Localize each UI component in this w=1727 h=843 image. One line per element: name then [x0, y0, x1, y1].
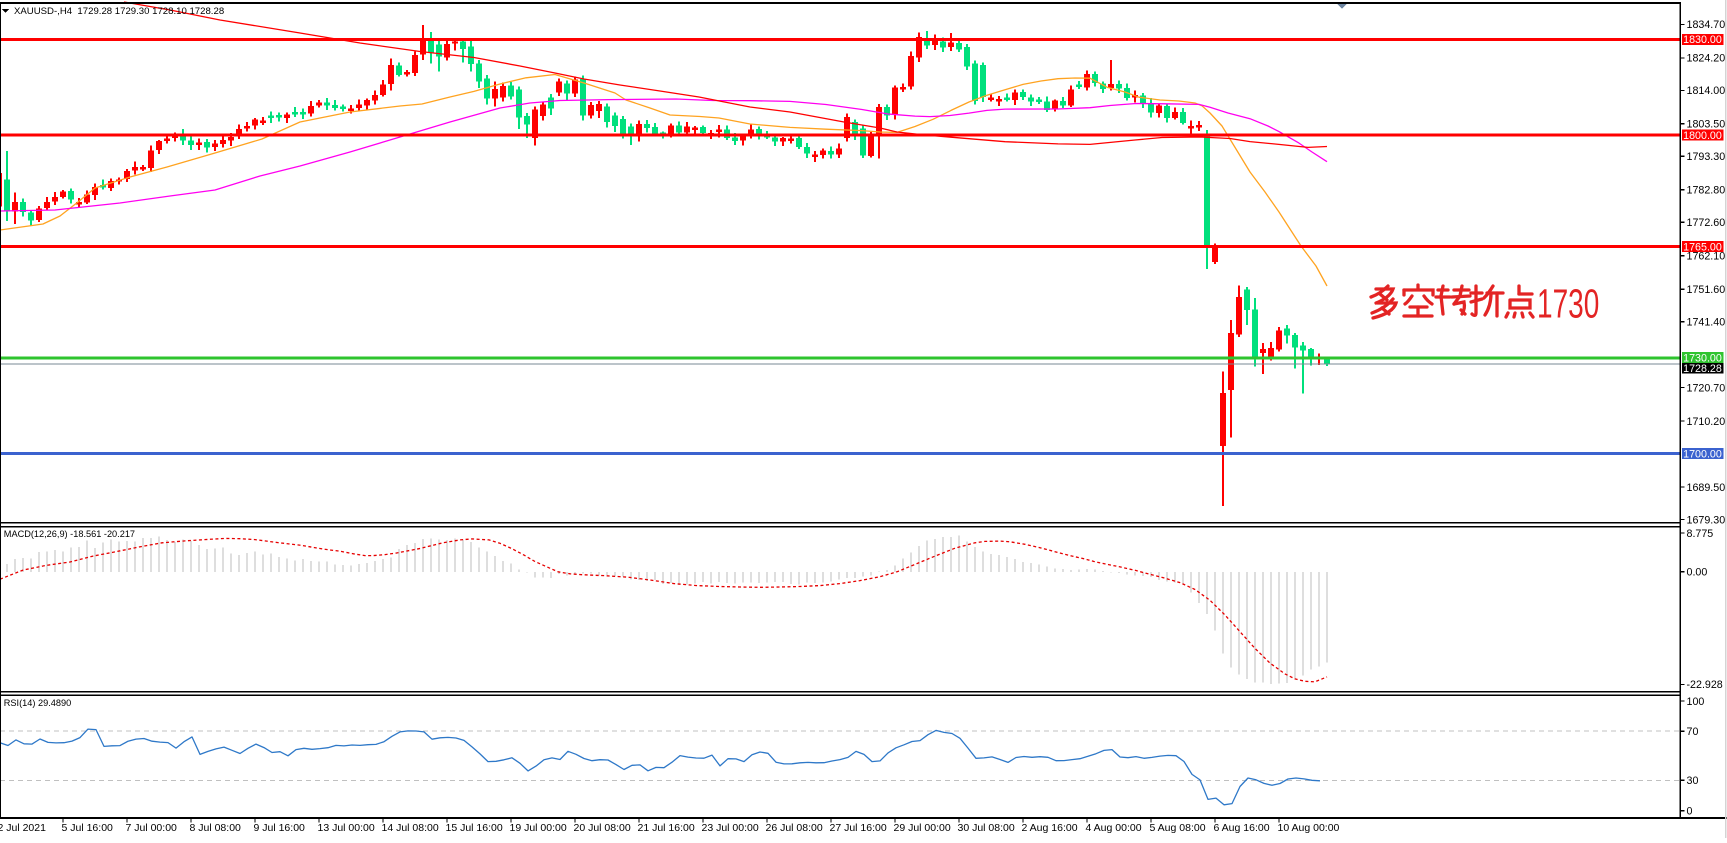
svg-text:1710.20: 1710.20	[1687, 416, 1726, 428]
svg-text:20 Jul 08:00: 20 Jul 08:00	[574, 822, 631, 834]
svg-text:1834.70: 1834.70	[1687, 19, 1726, 31]
svg-text:23 Jul 00:00: 23 Jul 00:00	[702, 822, 759, 834]
svg-text:30: 30	[1687, 775, 1699, 787]
svg-text:2 Aug 16:00: 2 Aug 16:00	[1022, 822, 1078, 834]
svg-text:100: 100	[1687, 696, 1705, 708]
svg-text:21 Jul 16:00: 21 Jul 16:00	[638, 822, 695, 834]
svg-text:XAUUSD-,H4 1729.28 1729.30 17: XAUUSD-,H4 1729.28 1729.30 1728.10 1728.…	[14, 6, 224, 17]
svg-text:2 Jul 2021: 2 Jul 2021	[0, 822, 46, 834]
svg-text:30 Jul 08:00: 30 Jul 08:00	[958, 822, 1015, 834]
svg-text:0.00: 0.00	[1687, 567, 1708, 579]
svg-text:1730: 1730	[1537, 281, 1599, 326]
svg-text:15 Jul 16:00: 15 Jul 16:00	[446, 822, 503, 834]
svg-text:1728.28: 1728.28	[1683, 363, 1722, 375]
svg-text:5 Aug 08:00: 5 Aug 08:00	[1150, 822, 1206, 834]
svg-text:1751.60: 1751.60	[1687, 284, 1726, 296]
svg-text:26 Jul 08:00: 26 Jul 08:00	[766, 822, 823, 834]
svg-text:1830.00: 1830.00	[1683, 34, 1722, 46]
svg-text:1782.80: 1782.80	[1687, 185, 1726, 197]
svg-text:8.775: 8.775	[1687, 528, 1714, 540]
svg-text:MACD(12,26,9) -18.561 -20.217: MACD(12,26,9) -18.561 -20.217	[4, 529, 135, 539]
svg-text:1803.50: 1803.50	[1687, 119, 1726, 131]
svg-text:0: 0	[1687, 806, 1693, 818]
svg-text:RSI(14) 29.4890: RSI(14) 29.4890	[4, 698, 71, 708]
svg-text:6 Aug 16:00: 6 Aug 16:00	[1214, 822, 1270, 834]
svg-text:1730.00: 1730.00	[1683, 352, 1722, 364]
svg-text:1824.20: 1824.20	[1687, 53, 1726, 65]
svg-text:5 Jul 16:00: 5 Jul 16:00	[62, 822, 114, 834]
svg-text:1689.50: 1689.50	[1687, 482, 1726, 494]
svg-text:1741.40: 1741.40	[1687, 317, 1726, 329]
svg-text:1720.70: 1720.70	[1687, 382, 1726, 394]
svg-text:70: 70	[1687, 726, 1699, 738]
svg-text:1762.10: 1762.10	[1687, 251, 1726, 263]
svg-text:14 Jul 08:00: 14 Jul 08:00	[382, 822, 439, 834]
svg-text:29 Jul 00:00: 29 Jul 00:00	[894, 822, 951, 834]
svg-text:10 Aug 00:00: 10 Aug 00:00	[1278, 822, 1340, 834]
svg-text:27 Jul 16:00: 27 Jul 16:00	[830, 822, 887, 834]
svg-text:1679.30: 1679.30	[1687, 514, 1726, 526]
svg-text:19 Jul 00:00: 19 Jul 00:00	[510, 822, 567, 834]
svg-text:9 Jul 16:00: 9 Jul 16:00	[254, 822, 306, 834]
svg-text:1814.00: 1814.00	[1687, 85, 1726, 97]
svg-text:1793.30: 1793.30	[1687, 151, 1726, 163]
svg-text:1700.00: 1700.00	[1683, 448, 1722, 460]
svg-text:1772.60: 1772.60	[1687, 217, 1726, 229]
svg-text:1800.00: 1800.00	[1683, 130, 1722, 142]
svg-text:8 Jul 08:00: 8 Jul 08:00	[190, 822, 242, 834]
svg-text:13 Jul 00:00: 13 Jul 00:00	[318, 822, 375, 834]
svg-text:4 Aug 00:00: 4 Aug 00:00	[1086, 822, 1142, 834]
svg-text:1765.00: 1765.00	[1683, 241, 1722, 253]
svg-text:7 Jul 00:00: 7 Jul 00:00	[126, 822, 178, 834]
svg-text:-22.928: -22.928	[1687, 679, 1723, 691]
